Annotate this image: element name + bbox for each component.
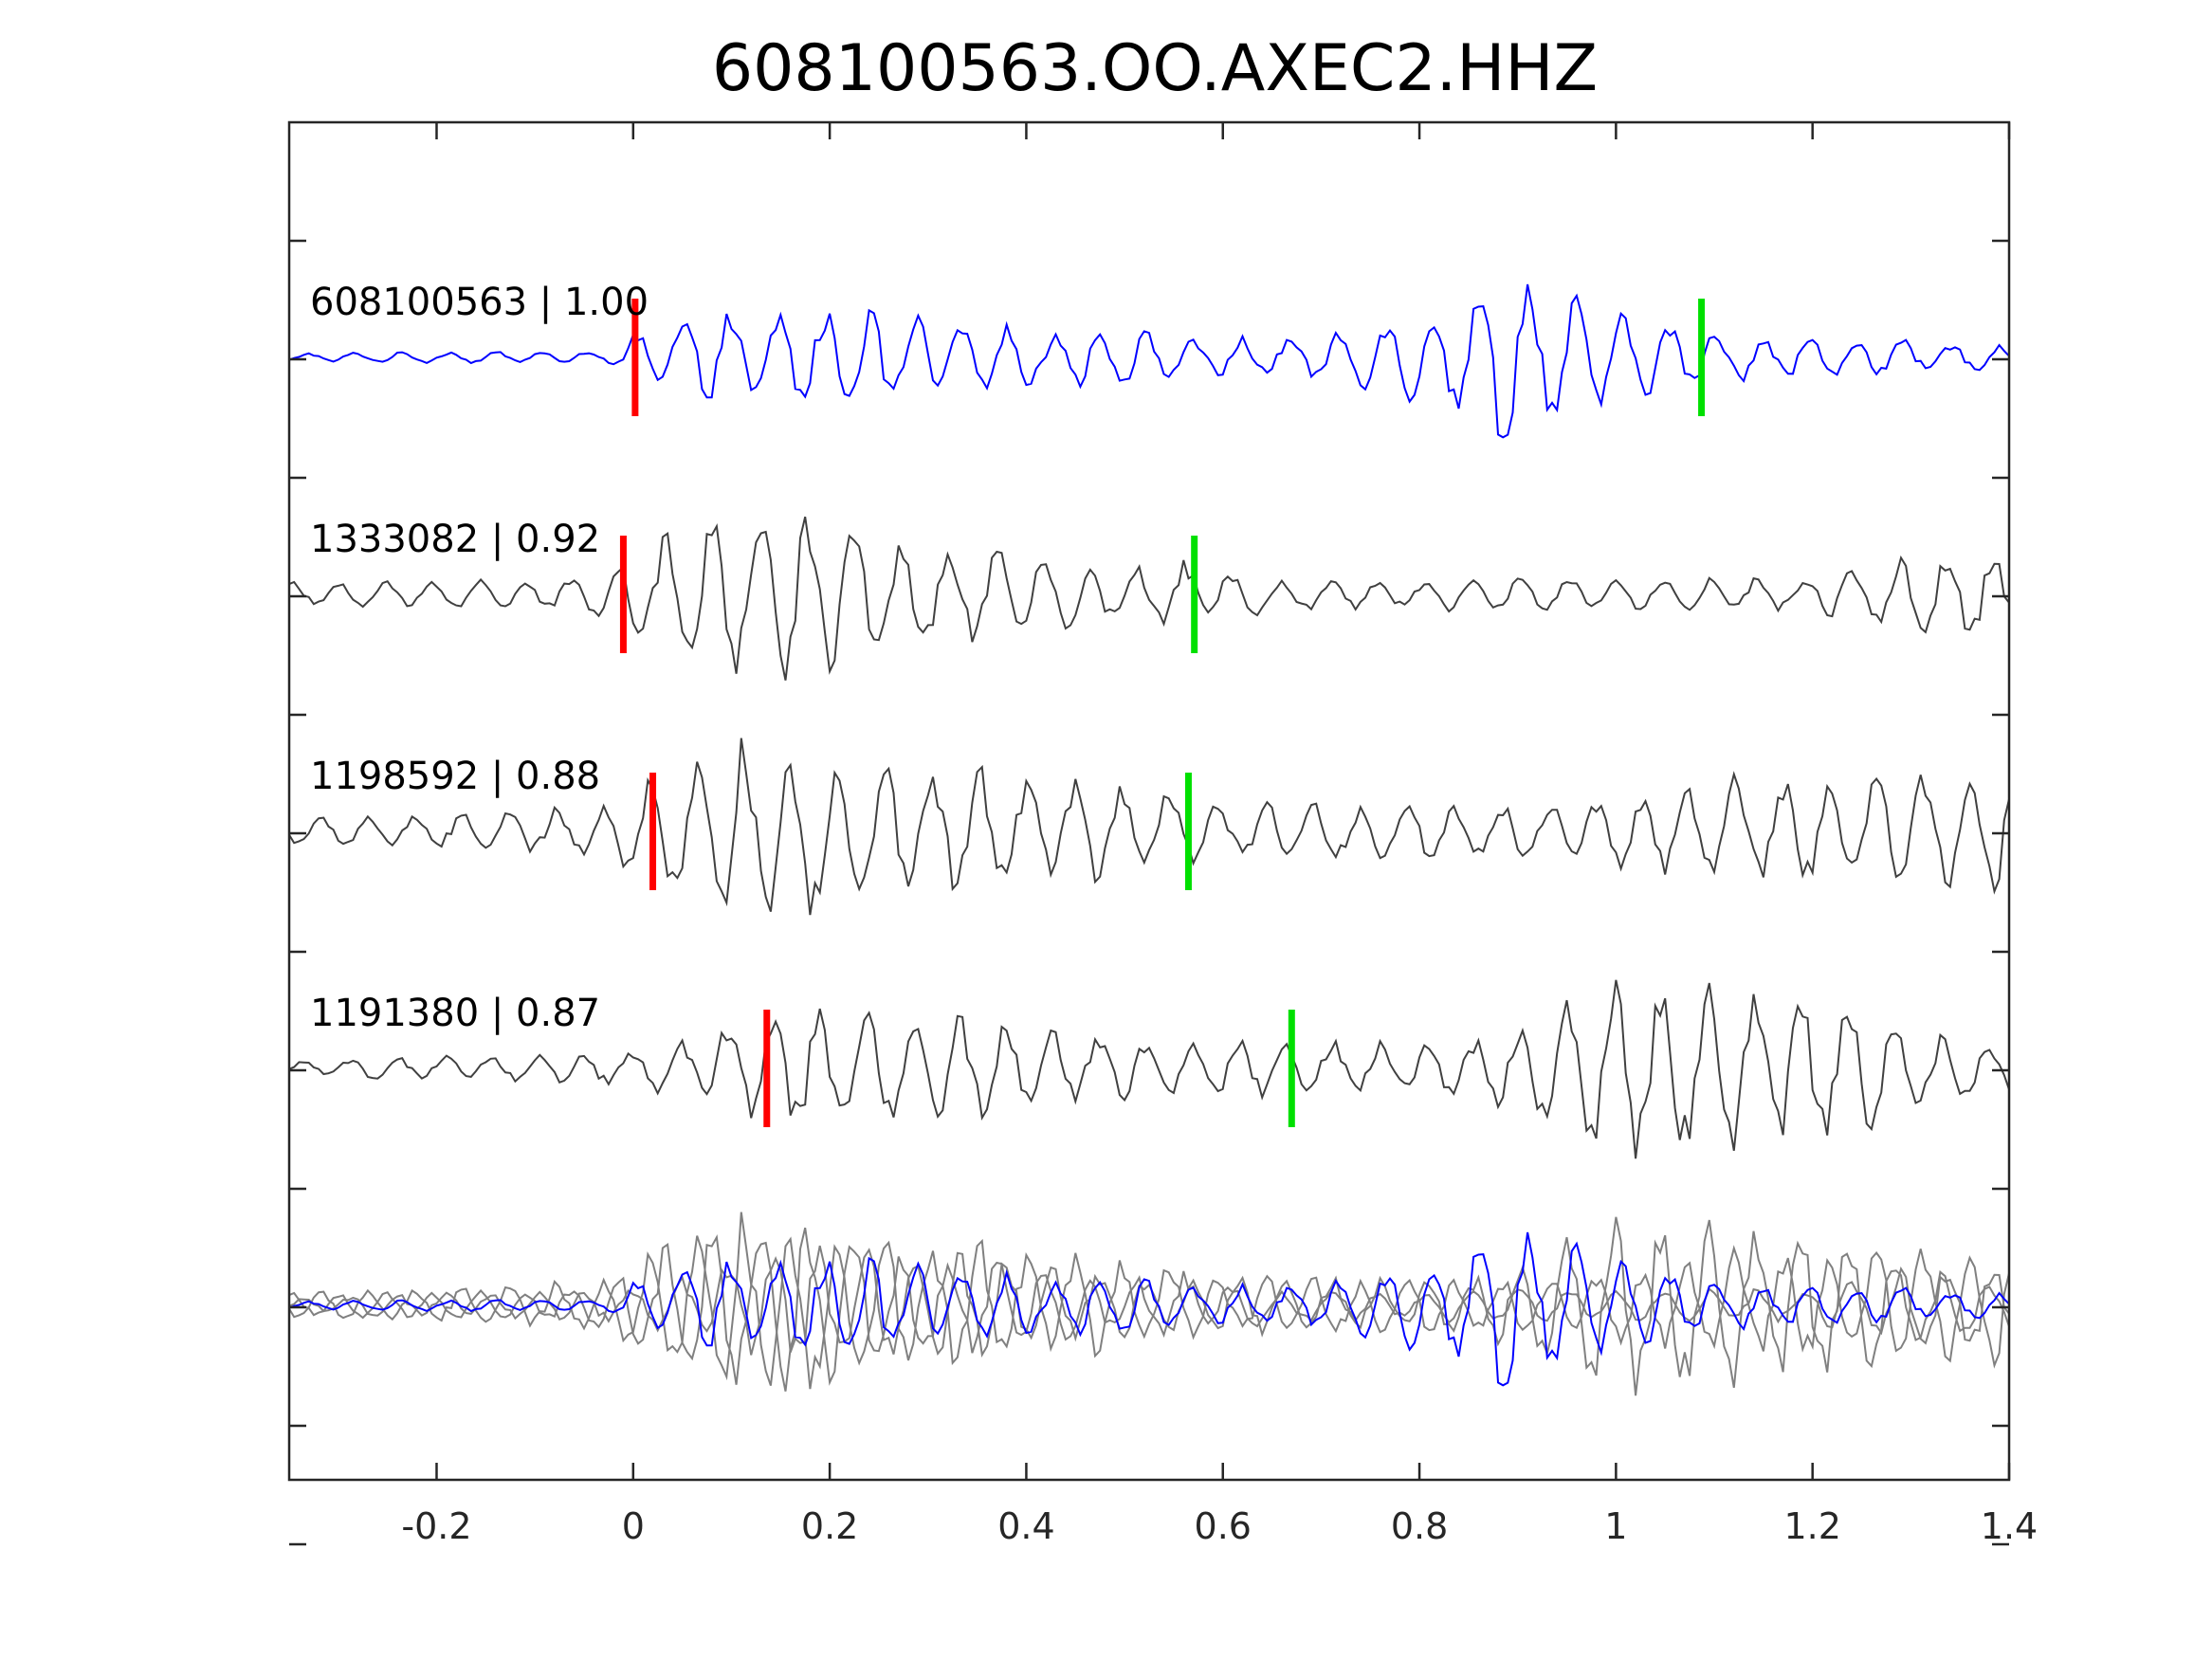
trace-1333082 — [288, 516, 2010, 681]
trace-label: 608100563 | 1.00 — [310, 281, 649, 324]
x-tick-label: 1.4 — [1981, 1505, 2038, 1547]
x-tick-label: 1 — [1604, 1505, 1627, 1547]
x-axis-ticks: -0.2 0 0.2 0.4 0.6 0.8 1 1.2 1.4 — [401, 122, 2038, 1547]
y-axis-ticks — [289, 239, 2009, 1546]
trace-label: 1333082 | 0.92 — [310, 518, 600, 561]
overlay-trace-1191380 — [288, 1216, 2010, 1396]
x-tick-label: 0.6 — [1195, 1505, 1252, 1547]
trace-608100563 — [288, 283, 2010, 439]
trace-group-608100563: 608100563 | 1.00 — [288, 281, 2010, 439]
trace-group-1198592: 1198592 | 0.88 — [288, 738, 2010, 916]
trace-group-1191380: 1191380 | 0.87 — [288, 979, 2010, 1159]
x-tick-label: 0.2 — [801, 1505, 858, 1547]
plot-area: 608100563 | 1.00 1333082 | 0.92 1198592 | … — [288, 281, 2010, 1396]
trace-label: 1191380 | 0.87 — [310, 992, 600, 1035]
x-tick-label: 0.4 — [997, 1505, 1054, 1547]
overlay-trace-1198592 — [288, 1212, 2010, 1390]
trace-1191380 — [288, 979, 2010, 1159]
trace-group-1333082: 1333082 | 0.92 — [288, 516, 2010, 681]
overlay-stack — [288, 1212, 2010, 1396]
trace-label: 1198592 | 0.88 — [310, 755, 600, 798]
x-tick-label: -0.2 — [401, 1505, 471, 1547]
x-tick-label: 1.2 — [1783, 1505, 1840, 1547]
overlay-trace-608100563 — [288, 1231, 2010, 1387]
trace-1198592 — [288, 738, 2010, 916]
x-tick-label: 0 — [622, 1505, 645, 1547]
axes-box — [287, 120, 2011, 1482]
x-tick-label: 0.8 — [1391, 1505, 1448, 1547]
chart-title: 608100563.OO.AXEC2.HHZ — [712, 31, 1598, 106]
